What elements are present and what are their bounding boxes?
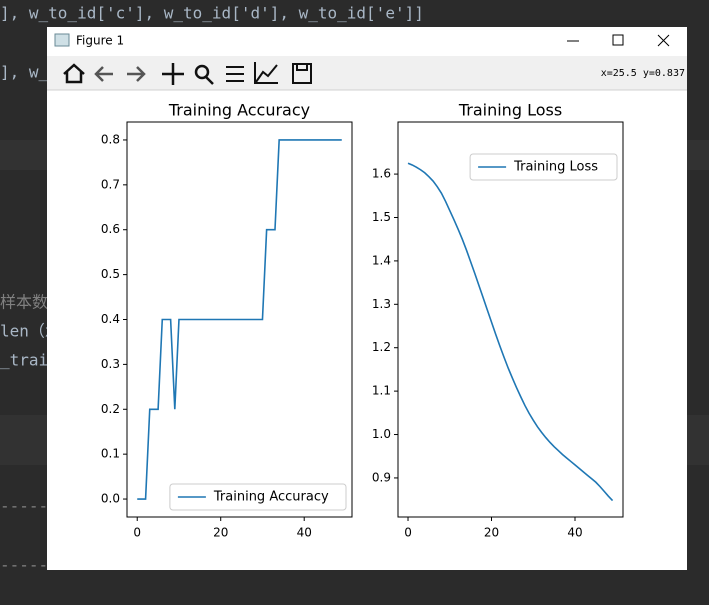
toolbar <box>47 56 687 90</box>
x-tick-label: 20 <box>484 526 499 540</box>
y-tick-label: 0.6 <box>101 222 120 236</box>
window-icon <box>54 33 70 47</box>
chart-title: Training Loss <box>458 101 562 120</box>
back-button[interactable] <box>94 66 113 82</box>
axes-frame <box>126 121 353 518</box>
subplots-button[interactable] <box>226 66 244 82</box>
home-button[interactable] <box>63 63 85 84</box>
y-tick-label: 1.3 <box>372 297 391 311</box>
pan-button[interactable] <box>162 63 184 85</box>
x-tick-label: 40 <box>297 526 312 540</box>
maximize-button[interactable] <box>612 34 624 46</box>
data-line <box>407 162 614 502</box>
legend-box <box>169 483 347 511</box>
y-tick-label: 1.1 <box>372 384 391 398</box>
code-line: _trai <box>0 351 48 370</box>
chart-title: Training Accuracy <box>168 101 310 120</box>
code-line: ], w_ <box>0 63 49 82</box>
code-line: ], w_to_id['c'], w_to_id['d'], w_to_id['… <box>0 4 424 23</box>
zoom-button[interactable] <box>194 64 210 80</box>
close-button[interactable] <box>657 34 670 47</box>
legend-label: Training Accuracy <box>213 490 329 505</box>
y-tick-label: 0.3 <box>101 357 120 371</box>
data-line <box>137 139 342 500</box>
y-tick-label: 0.4 <box>101 312 120 326</box>
x-tick-label: 20 <box>213 526 228 540</box>
code-line: ----- <box>0 556 48 575</box>
axes-frame <box>397 121 624 518</box>
window: Figure 1 x=25.5 y=0.837 <box>47 27 687 570</box>
y-tick-label: 1.0 <box>372 427 391 441</box>
code-line: 样本数 <box>0 293 48 312</box>
y-tick-label: 0.1 <box>101 447 120 461</box>
x-tick-label: 40 <box>567 526 582 540</box>
y-tick-label: 0.0 <box>101 492 120 506</box>
forward-button[interactable] <box>127 66 146 82</box>
window-frame <box>47 27 687 570</box>
code-line: ----- <box>0 497 48 516</box>
legend-label: Training Loss <box>513 160 598 175</box>
cursor-coordinates: x=25.5 y=0.837 <box>601 68 685 79</box>
y-tick-label: 0.2 <box>101 402 120 416</box>
x-tick-label: 0 <box>133 526 141 540</box>
code-line: len（x <box>0 322 55 341</box>
y-tick-label: 1.2 <box>372 340 391 354</box>
axes-button[interactable] <box>254 62 278 84</box>
y-tick-label: 0.8 <box>101 132 120 146</box>
y-tick-label: 1.6 <box>372 167 391 181</box>
window-title: Figure 1 <box>76 34 124 48</box>
y-tick-label: 0.9 <box>372 470 391 484</box>
x-tick-label: 0 <box>404 526 412 540</box>
y-tick-label: 1.5 <box>372 210 391 224</box>
y-tick-label: 1.4 <box>372 253 391 267</box>
y-tick-label: 0.5 <box>101 267 120 281</box>
legend-box <box>469 153 618 181</box>
y-tick-label: 0.7 <box>101 177 120 191</box>
